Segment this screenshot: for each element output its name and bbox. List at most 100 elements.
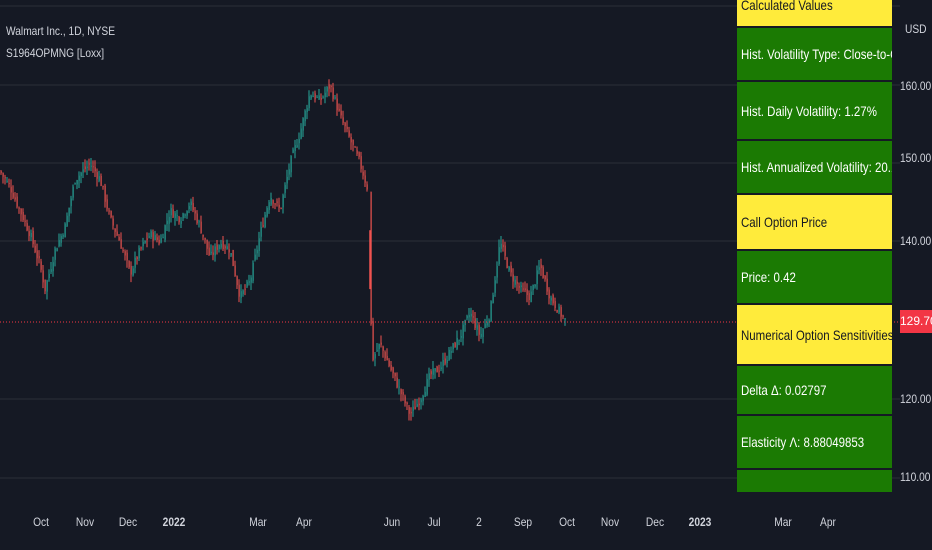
candle-body: [550, 297, 552, 301]
candle-body: [362, 171, 364, 176]
candle-body: [452, 343, 454, 350]
candle-body: [400, 389, 402, 395]
candle-body: [552, 295, 554, 304]
candle-body: [378, 344, 380, 350]
candle-body: [462, 324, 464, 339]
candle-body: [264, 214, 266, 228]
candle-body: [222, 240, 224, 250]
candle-body: [502, 244, 504, 248]
candle-body: [496, 266, 498, 278]
candle-body: [518, 286, 520, 288]
candle-body: [406, 402, 408, 405]
candle-body: [466, 315, 468, 319]
table-cell-text: Hist. Annualized Volatility: 20.13%: [741, 159, 892, 175]
candle-body: [126, 252, 128, 261]
candle-body: [494, 280, 496, 293]
table-row: Call Option Price: [737, 195, 892, 249]
candle-body: [380, 342, 382, 345]
candle-body: [444, 358, 446, 364]
candle-body: [20, 208, 22, 215]
candle-body: [366, 184, 368, 190]
indicator-label[interactable]: S1964OPMNG [Loxx]: [6, 46, 105, 60]
table-row: Numerical Option Sensitivities: [737, 305, 892, 364]
candle-body: [416, 404, 418, 407]
candle-body: [214, 246, 216, 256]
candle-body: [148, 236, 150, 238]
candle-body: [38, 256, 40, 259]
candle-body: [364, 175, 366, 183]
table-cell-text: Delta Δ: 0.02797: [741, 382, 827, 398]
candle-body: [40, 261, 42, 270]
table-row: Elasticity Λ: 8.88049853: [737, 416, 892, 468]
table-cell-text: Elasticity Λ: 8.88049853: [741, 434, 865, 450]
candle-body: [134, 257, 136, 268]
candle-body: [320, 97, 322, 100]
x-tick-apr: Apr: [296, 515, 312, 529]
candle-body: [492, 295, 494, 304]
candle-body: [10, 186, 12, 193]
candle-body: [352, 139, 354, 145]
candle-body: [298, 138, 300, 144]
candle-body: [562, 315, 564, 317]
candle-body: [372, 321, 374, 360]
candle-body: [528, 293, 530, 301]
candle-body: [498, 247, 500, 264]
candle-body: [358, 152, 360, 157]
candle-body: [24, 220, 26, 222]
candle-body: [56, 248, 58, 252]
candle-body: [296, 145, 298, 147]
candle-body: [324, 92, 326, 98]
candle-body: [420, 399, 422, 403]
candle-body: [442, 359, 444, 366]
candle-body: [512, 274, 514, 282]
candle-body: [124, 251, 126, 256]
candle-body: [100, 175, 102, 186]
candle-body: [342, 117, 344, 123]
candle-body: [200, 221, 202, 234]
candle-body: [480, 333, 482, 338]
candle-body: [210, 251, 212, 254]
candle-body: [472, 316, 474, 318]
candle-body: [46, 280, 48, 292]
candle-body: [92, 166, 94, 168]
candle-body: [440, 367, 442, 370]
candle-body: [386, 355, 388, 361]
y-tick-110: 110.00: [900, 470, 931, 484]
candle-body: [152, 232, 154, 241]
candle-body: [486, 321, 488, 326]
candle-body: [90, 165, 92, 167]
candle-body: [26, 223, 28, 231]
candle-body: [484, 323, 486, 328]
candle-body: [44, 279, 46, 292]
candle-body: [74, 183, 76, 185]
candle-body: [314, 93, 316, 100]
candle-body: [32, 230, 34, 245]
candle-body: [538, 267, 540, 270]
candle-body: [536, 270, 538, 284]
candle-body: [318, 95, 320, 100]
candle-body: [522, 288, 524, 290]
candle-body: [52, 262, 54, 272]
candle-body: [336, 98, 338, 111]
candle-body: [448, 349, 450, 361]
candle-body: [14, 197, 16, 200]
candle-body: [114, 228, 116, 232]
candle-body: [404, 396, 406, 404]
candle-body: [532, 284, 534, 291]
candle-body: [412, 406, 414, 411]
symbol-title[interactable]: Walmart Inc., 1D, NYSE: [6, 24, 116, 38]
candle-body: [186, 211, 188, 216]
candle-body: [370, 191, 372, 325]
candle-body: [2, 172, 4, 177]
candle-body: [68, 207, 70, 217]
candle-body: [290, 155, 292, 173]
candle-body: [434, 368, 436, 372]
candle-body: [250, 277, 252, 283]
candle-body: [414, 406, 416, 410]
candle-body: [232, 249, 234, 266]
candle-body: [446, 359, 448, 364]
candle-body: [150, 231, 152, 238]
candle-body: [488, 319, 490, 323]
candle-body: [340, 110, 342, 116]
